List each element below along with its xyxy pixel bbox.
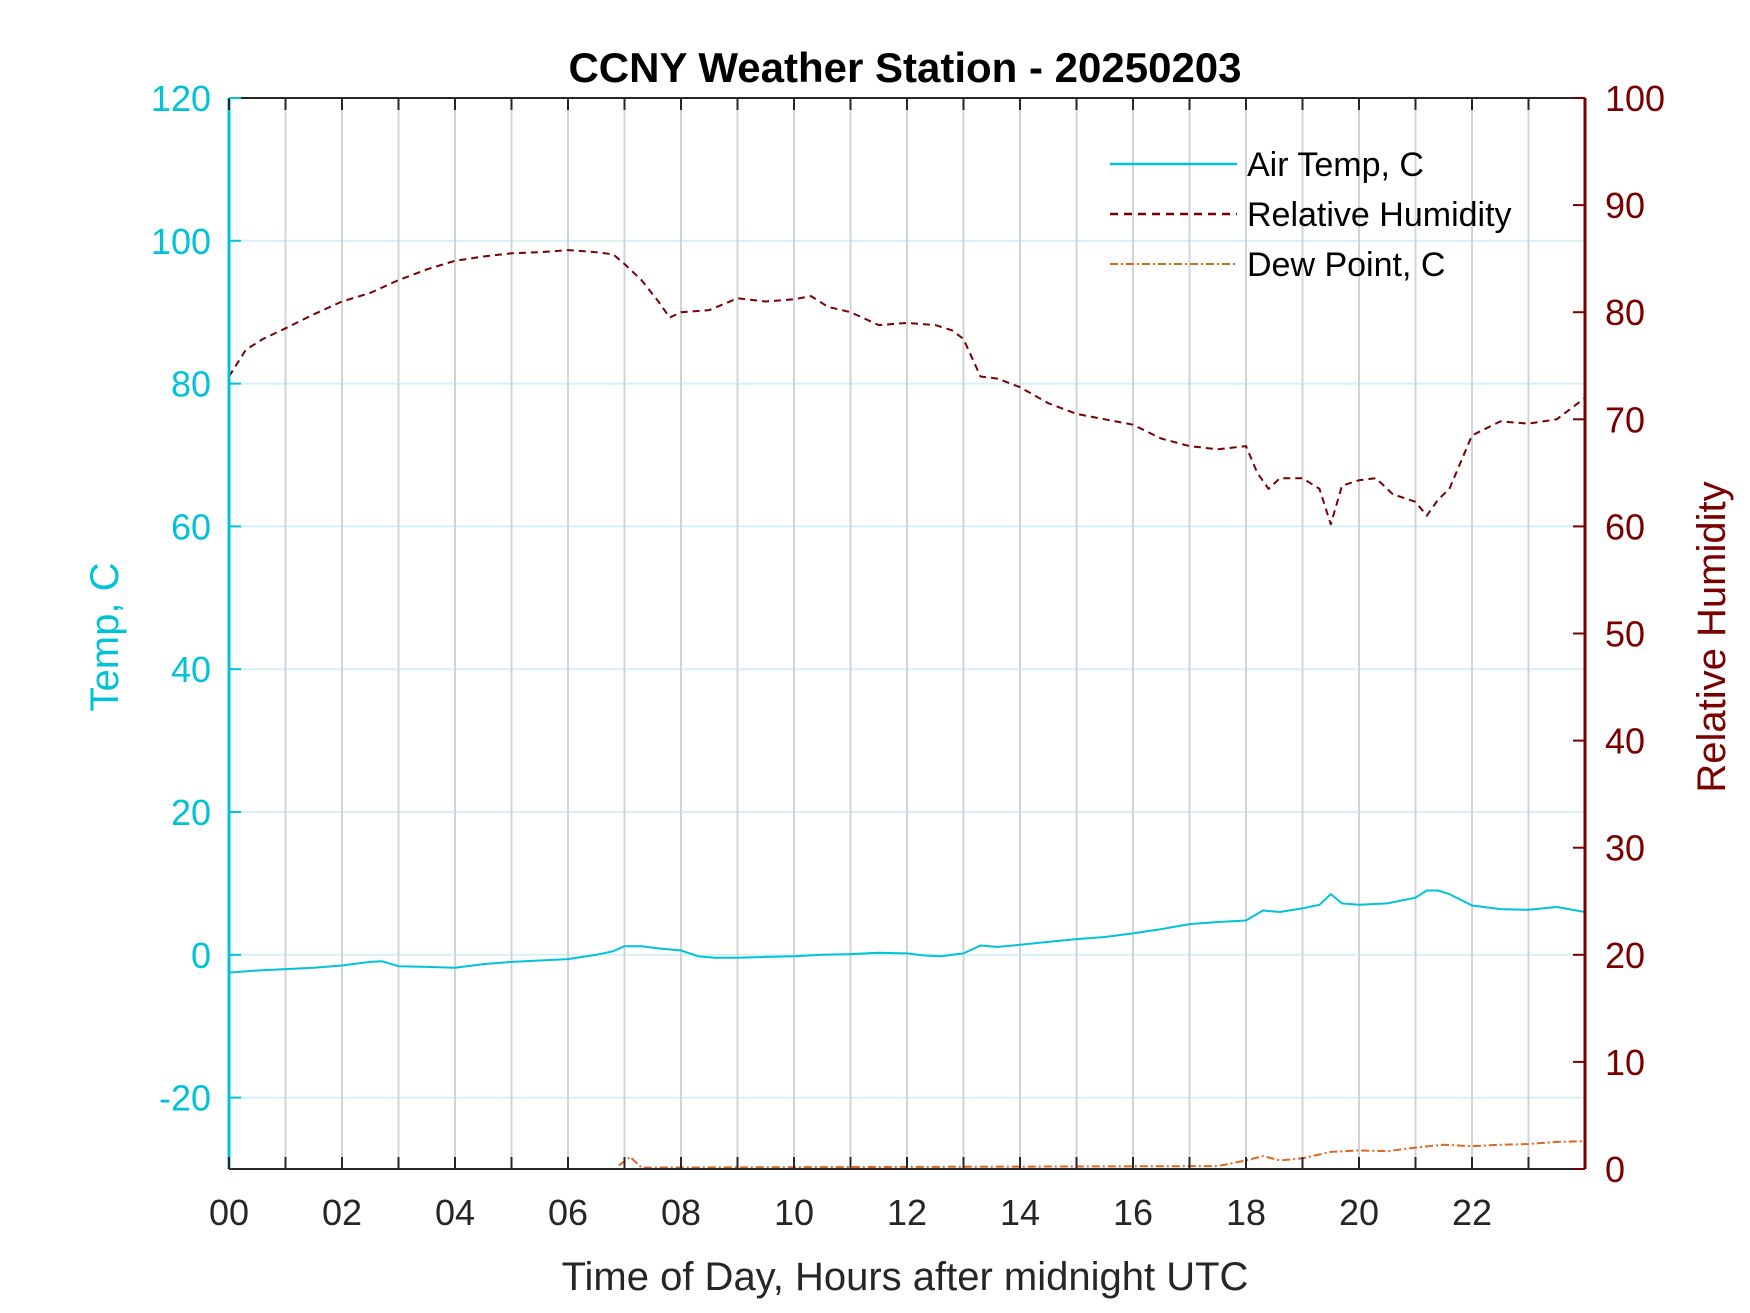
x-tick-label: 14	[1000, 1192, 1040, 1233]
x-tick-label: 04	[435, 1192, 475, 1233]
legend-label-relative-humidity: Relative Humidity	[1247, 196, 1512, 234]
y-right-tick-label: 100	[1605, 78, 1665, 119]
x-tick-label: 02	[322, 1192, 362, 1233]
y-left-tick-label: 60	[171, 506, 211, 547]
series-line-air-temp-c	[228, 889, 1586, 974]
y-axis-left-title: Temp, C	[83, 563, 127, 712]
y-right-tick-label: 10	[1605, 1042, 1645, 1083]
y-right-tick-label: 40	[1605, 721, 1645, 762]
chart-title: CCNY Weather Station - 20250203	[568, 44, 1241, 91]
x-tick-label: 10	[774, 1192, 814, 1233]
x-tick-label: 18	[1226, 1192, 1266, 1233]
y-axis-right-title: Relative Humidity	[1690, 481, 1734, 792]
x-tick-label: 12	[887, 1192, 927, 1233]
y-left-tick-label: 0	[191, 935, 211, 976]
x-tick-label: 16	[1113, 1192, 1153, 1233]
y-right-tick-label: 80	[1605, 292, 1645, 333]
x-tick-label: 06	[548, 1192, 588, 1233]
grid-lines	[229, 98, 1585, 1169]
y-left-tick-label: 100	[151, 221, 211, 262]
series-line-dew-point-c	[618, 1140, 1586, 1169]
y-left-tick-label: 120	[151, 78, 211, 119]
y-right-tick-label: 90	[1605, 185, 1645, 226]
x-tick-label: 08	[661, 1192, 701, 1233]
series-line-relative-humidity	[228, 249, 1586, 526]
y-right-tick-label: 50	[1605, 614, 1645, 655]
y-left-tick-label: 80	[171, 364, 211, 405]
y-right-tick-label: 20	[1605, 935, 1645, 976]
y-left-tick-label: 40	[171, 649, 211, 690]
x-tick-label: 20	[1339, 1192, 1379, 1233]
y-left-tick-label: -20	[159, 1078, 211, 1119]
x-tick-label: 00	[209, 1192, 249, 1233]
x-axis-title: Time of Day, Hours after midnight UTC	[562, 1255, 1249, 1299]
y-right-tick-label: 0	[1605, 1149, 1625, 1190]
data-series	[228, 249, 1586, 1169]
y-left-tick-label: 20	[171, 792, 211, 833]
y-right-tick-label: 70	[1605, 399, 1645, 440]
legend: Air Temp, C Relative Humidity Dew Point,…	[1110, 146, 1512, 284]
y-right-tick-label: 30	[1605, 828, 1645, 869]
tick-labels: 00 02 04 06 08 10 12 14 16 18 20 22-200204060801001…	[151, 78, 1665, 1233]
axes	[227, 97, 1587, 1170]
legend-label-dew-point: Dew Point, C	[1247, 246, 1445, 284]
x-tick-label: 22	[1452, 1192, 1492, 1233]
legend-label-air-temp: Air Temp, C	[1247, 146, 1424, 184]
y-right-tick-label: 60	[1605, 506, 1645, 547]
